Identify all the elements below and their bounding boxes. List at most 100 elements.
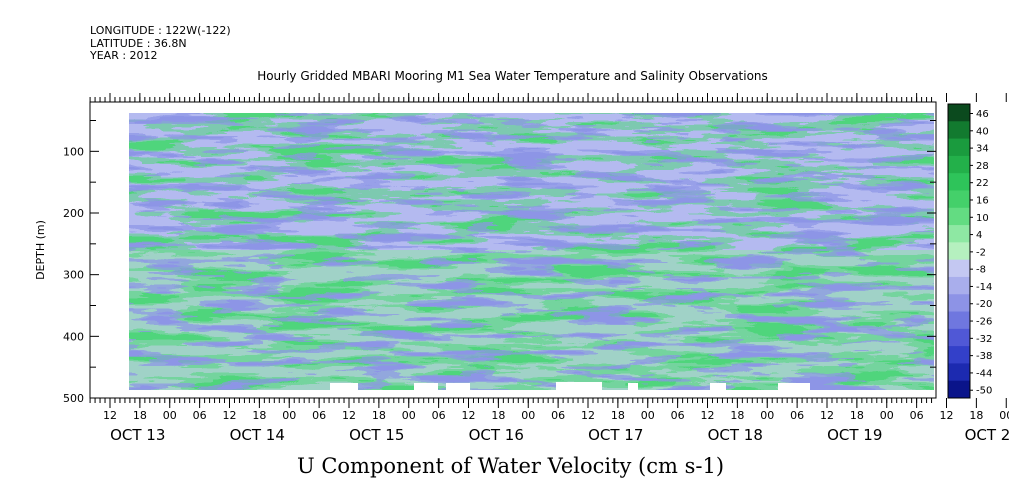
heatmap-blue-texture	[129, 113, 934, 390]
x-date-label: OCT 13	[110, 426, 165, 444]
x-tick-label: 12	[940, 409, 954, 422]
colorbar-label: -26	[976, 317, 992, 328]
x-tick-label: 12	[462, 409, 476, 422]
x-tick-label: 06	[910, 409, 924, 422]
x-date-label: OCT 14	[230, 426, 285, 444]
colorbar-swatch	[948, 311, 970, 330]
x-tick-label: 18	[491, 409, 505, 422]
colorbar-swatch	[948, 207, 970, 226]
colorbar-label: 4	[976, 230, 982, 241]
y-tick-label: 400	[63, 330, 84, 343]
colorbar-swatch	[948, 276, 970, 295]
colorbar-swatch	[948, 259, 970, 278]
longitude-label: LONGITUDE : 122W(-122)	[90, 24, 231, 37]
colorbar-swatch	[948, 190, 970, 209]
chart-title-text: Hourly Gridded MBARI Mooring M1 Sea Wate…	[257, 69, 768, 83]
colorbar-label: -50	[976, 386, 992, 397]
x-tick-label: 18	[252, 409, 266, 422]
colorbar-swatch	[948, 294, 970, 313]
x-tick-label: 18	[969, 409, 983, 422]
x-axis-label-text: U Component of Water Velocity (cm s-1)	[296, 454, 725, 478]
colorbar-label: 34	[976, 144, 989, 155]
x-date-label: OCT 16	[469, 426, 524, 444]
colorbar-swatch	[948, 346, 970, 364]
x-tick-label: 06	[671, 409, 685, 422]
colorbar-swatch	[948, 380, 970, 399]
colorbar-swatch	[948, 225, 970, 243]
missing-patch	[414, 383, 438, 391]
year-label: YEAR : 2012	[90, 49, 158, 62]
missing-patch	[710, 383, 726, 391]
chart-title: Hourly Gridded MBARI Mooring M1 Sea Wate…	[0, 69, 1009, 83]
x-date-label: OCT 15	[349, 426, 404, 444]
x-tick-label: 06	[551, 409, 565, 422]
colorbar-label: -8	[976, 265, 986, 276]
missing-patch	[556, 382, 602, 391]
x-tick-label: 18	[372, 409, 386, 422]
x-tick-label: 12	[581, 409, 595, 422]
axes: 12 18 00 06 12 18 00 06 12 18 00 06 12 18 00 06 12 18 00 06…	[34, 93, 1009, 444]
missing-data-patches	[330, 382, 810, 391]
colorbar-swatch	[948, 121, 970, 140]
x-tick-label: 00	[163, 409, 177, 422]
colorbar-frame	[947, 103, 971, 399]
x-tick-label: 00	[760, 409, 774, 422]
x-tick-label: 12	[820, 409, 834, 422]
x-tick-label: 00	[999, 409, 1009, 422]
colorbar: 46 40 34 28 22 16 10 4 -2 -8 -14 -20 -26 -32 -38 -44 -50	[947, 103, 992, 399]
missing-patch	[628, 383, 638, 391]
x-tick-label: 00	[282, 409, 296, 422]
missing-patch	[330, 383, 358, 391]
x-date-label: OCT 18	[708, 426, 763, 444]
x-tick-label: 12	[342, 409, 356, 422]
colorbar-swatch	[948, 328, 970, 347]
x-tick-label: 06	[432, 409, 446, 422]
y-tick-label: 500	[63, 392, 84, 405]
colorbar-label: 46	[976, 109, 989, 120]
y-tick-label: 100	[63, 145, 84, 158]
y-tick-label: 300	[63, 269, 84, 282]
x-tick-label: 12	[223, 409, 237, 422]
colorbar-label: 28	[976, 161, 989, 172]
x-tick-label: 06	[193, 409, 207, 422]
heatmap-field	[129, 113, 934, 390]
colorbar-swatch	[948, 138, 970, 157]
x-axis-label: U Component of Water Velocity (cm s-1)	[0, 454, 1009, 478]
x-date-label: OCT 20	[965, 426, 1009, 444]
x-date-label: OCT 17	[588, 426, 643, 444]
latitude-label: LATITUDE : 36.8N	[90, 36, 187, 50]
x-tick-label: 06	[312, 409, 326, 422]
x-tick-label: 12	[701, 409, 715, 422]
x-tick-label: 00	[880, 409, 894, 422]
x-tick-label: 06	[790, 409, 804, 422]
colorbar-swatch	[948, 363, 970, 382]
y-tick-label: 200	[63, 207, 84, 220]
x-tick-label: 00	[402, 409, 416, 422]
x-tick-label: 12	[103, 409, 117, 422]
colorbar-label: -44	[976, 368, 992, 379]
missing-patch	[778, 383, 810, 391]
colorbar-swatch	[948, 173, 970, 191]
colorbar-swatch	[948, 155, 970, 174]
colorbar-swatch	[948, 242, 970, 261]
x-tick-label: 00	[641, 409, 655, 422]
colorbar-label: 16	[976, 195, 989, 206]
header-info: LONGITUDE : 122W(-122) LATITUDE : 36.8N …	[90, 24, 231, 63]
colorbar-label: 10	[976, 213, 989, 224]
colorbar-label: 22	[976, 178, 989, 189]
x-tick-label: 18	[850, 409, 864, 422]
x-tick-label: 18	[133, 409, 147, 422]
missing-patch	[446, 383, 470, 391]
x-tick-label: 18	[611, 409, 625, 422]
colorbar-label: 40	[976, 126, 989, 137]
y-axis-label: DEPTH (m)	[34, 220, 47, 280]
colorbar-label: -14	[976, 282, 992, 293]
colorbar-label: -20	[976, 299, 992, 310]
x-tick-label: 18	[730, 409, 744, 422]
x-date-label: OCT 19	[827, 426, 882, 444]
x-tick-label: 00	[521, 409, 535, 422]
colorbar-label: -2	[976, 247, 986, 258]
colorbar-label: -38	[976, 351, 992, 362]
colorbar-swatch	[948, 104, 970, 122]
